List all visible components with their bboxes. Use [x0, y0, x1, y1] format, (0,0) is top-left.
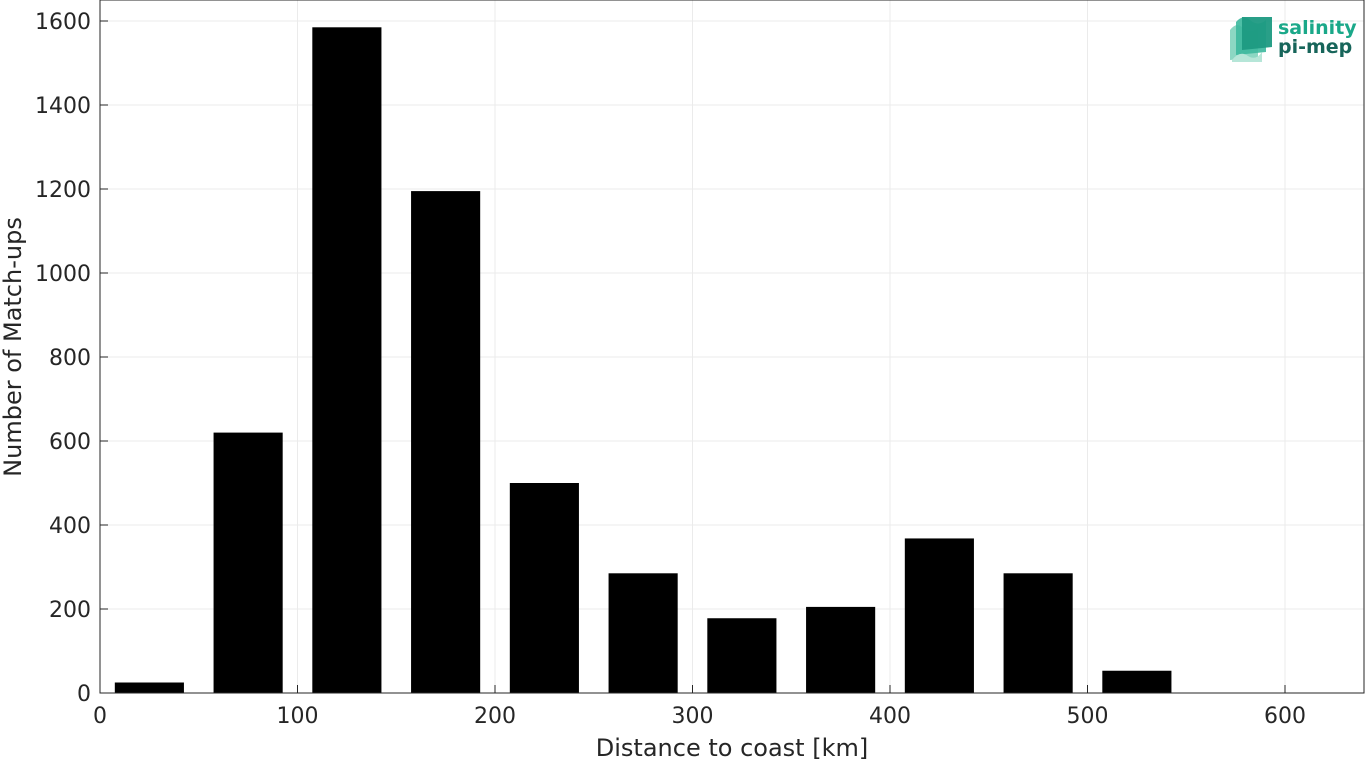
bar [509, 483, 579, 693]
y-tick-label: 0 [77, 682, 91, 707]
x-tick-label: 200 [474, 704, 516, 729]
y-tick-label: 600 [49, 430, 91, 455]
y-tick-label: 800 [49, 346, 91, 371]
bar [312, 27, 382, 694]
logo-text-pi-mep: pi-mep [1278, 36, 1352, 58]
bar [608, 573, 678, 693]
x-tick-label: 100 [277, 704, 319, 729]
bar [806, 606, 876, 693]
x-tick-label: 600 [1264, 704, 1306, 729]
y-tick-label: 1000 [35, 262, 91, 287]
y-tick-label: 200 [49, 598, 91, 623]
bar [707, 618, 777, 693]
y-ticks: 0 200 400 600 800 1000 1200 1400 1600 [35, 10, 108, 707]
plot-background [100, 0, 1364, 693]
bar [411, 191, 481, 693]
salinity-pi-mep-logo: salinity pi-mep [1230, 17, 1357, 62]
x-axis-label: Distance to coast [km] [596, 734, 868, 761]
y-tick-label: 1400 [35, 94, 91, 119]
bar [1102, 670, 1172, 693]
x-tick-label: 300 [672, 704, 714, 729]
x-ticks: 0 100 200 300 400 500 600 [93, 685, 1306, 729]
bars [114, 27, 1172, 694]
x-tick-label: 500 [1067, 704, 1109, 729]
bar [904, 538, 974, 693]
y-tick-label: 1200 [35, 178, 91, 203]
grid [99, 0, 1364, 694]
x-tick-label: 400 [869, 704, 911, 729]
bar [1003, 573, 1073, 693]
bar [114, 682, 184, 693]
logo-text-salinity: salinity [1278, 17, 1357, 39]
y-tick-label: 400 [49, 514, 91, 539]
x-tick-label: 0 [93, 704, 107, 729]
bar [213, 432, 283, 693]
wave-logo-icon [1230, 17, 1272, 62]
plot-frame [99, 0, 1365, 694]
y-axis-label: Number of Match-ups [0, 217, 27, 477]
y-tick-label: 1600 [35, 10, 91, 35]
